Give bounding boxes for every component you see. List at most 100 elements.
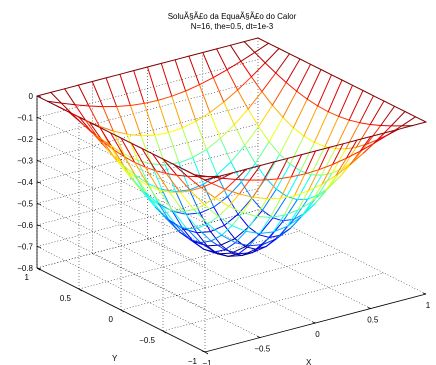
mesh-edge (321, 148, 336, 176)
mesh-edge (226, 60, 242, 71)
mesh-edge (292, 127, 305, 137)
mesh-edge (162, 158, 174, 165)
mesh-edge (297, 201, 313, 211)
mesh-edge (342, 146, 357, 169)
mesh-edge (47, 100, 59, 107)
mesh-edge (320, 69, 332, 76)
mesh-edge (335, 164, 351, 176)
z-tick-label: −0.4 (17, 178, 33, 187)
mesh-edge (144, 191, 156, 208)
mesh-edge (198, 77, 214, 86)
mesh-edge (174, 59, 187, 92)
grid-z-back (36, 145, 259, 204)
mesh-edge (200, 187, 216, 199)
mesh-edge (158, 203, 170, 221)
mesh-edge (221, 234, 236, 244)
mesh-edge (165, 173, 181, 193)
mesh-edge (181, 127, 194, 159)
mesh-edge (212, 77, 225, 103)
mesh-edge (261, 72, 277, 93)
mesh-edge (224, 179, 237, 190)
grid-y-floor (162, 272, 385, 332)
mesh-edge (109, 144, 121, 164)
mesh-edge (259, 161, 275, 166)
mesh-edge (232, 168, 247, 174)
mesh-edge (366, 125, 382, 145)
mesh-edge (221, 177, 237, 180)
mesh-edge (144, 166, 160, 191)
mesh-edge (229, 41, 245, 46)
mesh-edge (240, 51, 256, 62)
mesh-edge (202, 52, 214, 79)
mesh-edge (275, 188, 288, 197)
mesh-edge (140, 134, 156, 137)
mesh-edge (190, 187, 202, 192)
x-tick-mark (312, 321, 316, 324)
mesh-edge (235, 168, 247, 180)
mesh-edge (301, 150, 316, 156)
mesh-edge (243, 37, 259, 43)
grid-y-floor (78, 230, 301, 290)
mesh-edge (133, 70, 145, 104)
grid-y-floor (120, 251, 343, 311)
mesh-edge (286, 170, 302, 197)
mesh-edge (131, 142, 143, 149)
mesh-edge (387, 125, 403, 136)
mesh-edge (331, 74, 343, 81)
mesh-edge (224, 249, 240, 255)
z-tick-label: −0.1 (17, 114, 33, 123)
mesh-edge (228, 205, 244, 214)
mesh-edge (217, 205, 230, 217)
mesh-edge (231, 252, 243, 256)
mesh-edge (217, 252, 232, 255)
mesh-edge (311, 183, 323, 203)
mesh-edge (345, 122, 361, 150)
mesh-edge (248, 233, 261, 247)
mesh-edge (280, 176, 292, 199)
mesh-edge (328, 143, 344, 148)
mesh-edge (188, 55, 200, 86)
mesh-edge (244, 246, 257, 250)
mesh-edge (133, 66, 148, 72)
mesh-edge (185, 90, 197, 122)
mesh-edge (272, 195, 288, 219)
mesh-edge (200, 242, 215, 253)
chart-title: SoluÃ§Ã£o da EquaÃ§Ã£o do Calor (168, 12, 297, 21)
mesh-edge (116, 106, 128, 135)
mesh-edge (331, 168, 344, 174)
mesh-edge (85, 119, 97, 136)
mesh-edge (294, 173, 306, 197)
mesh-edge (141, 148, 157, 172)
mesh-edge (221, 225, 233, 236)
mesh-edge (355, 124, 371, 148)
mesh-edge (254, 42, 269, 53)
grid-y-floor (36, 209, 259, 269)
mesh-edge (279, 227, 292, 236)
mesh-edge (217, 216, 233, 227)
x-tick-label: 1 (426, 301, 431, 310)
mesh-edge (223, 213, 239, 226)
mesh-edge (116, 105, 131, 107)
mesh-edge (123, 156, 136, 163)
mesh-edge (238, 179, 251, 195)
mesh-edge (174, 55, 190, 61)
mesh-edge (324, 115, 340, 148)
mesh-edge (237, 89, 249, 110)
mesh-edge (310, 63, 322, 70)
x-tick-mark (422, 292, 427, 295)
mesh-edge (242, 212, 257, 217)
mesh-edge (352, 143, 368, 163)
mesh-edge (206, 244, 222, 247)
mesh-edge (366, 139, 378, 145)
mesh-edge (147, 66, 159, 101)
mesh-edge (223, 101, 235, 126)
mesh-edge (120, 137, 132, 144)
mesh-edge (275, 72, 287, 83)
mesh-edge (370, 132, 386, 137)
y-tick-mark (204, 351, 209, 355)
mesh-edge (224, 188, 240, 195)
mesh-edge (152, 153, 164, 160)
mesh-edge (310, 146, 326, 176)
mesh-edge (348, 90, 364, 121)
mesh-edge (244, 126, 260, 146)
